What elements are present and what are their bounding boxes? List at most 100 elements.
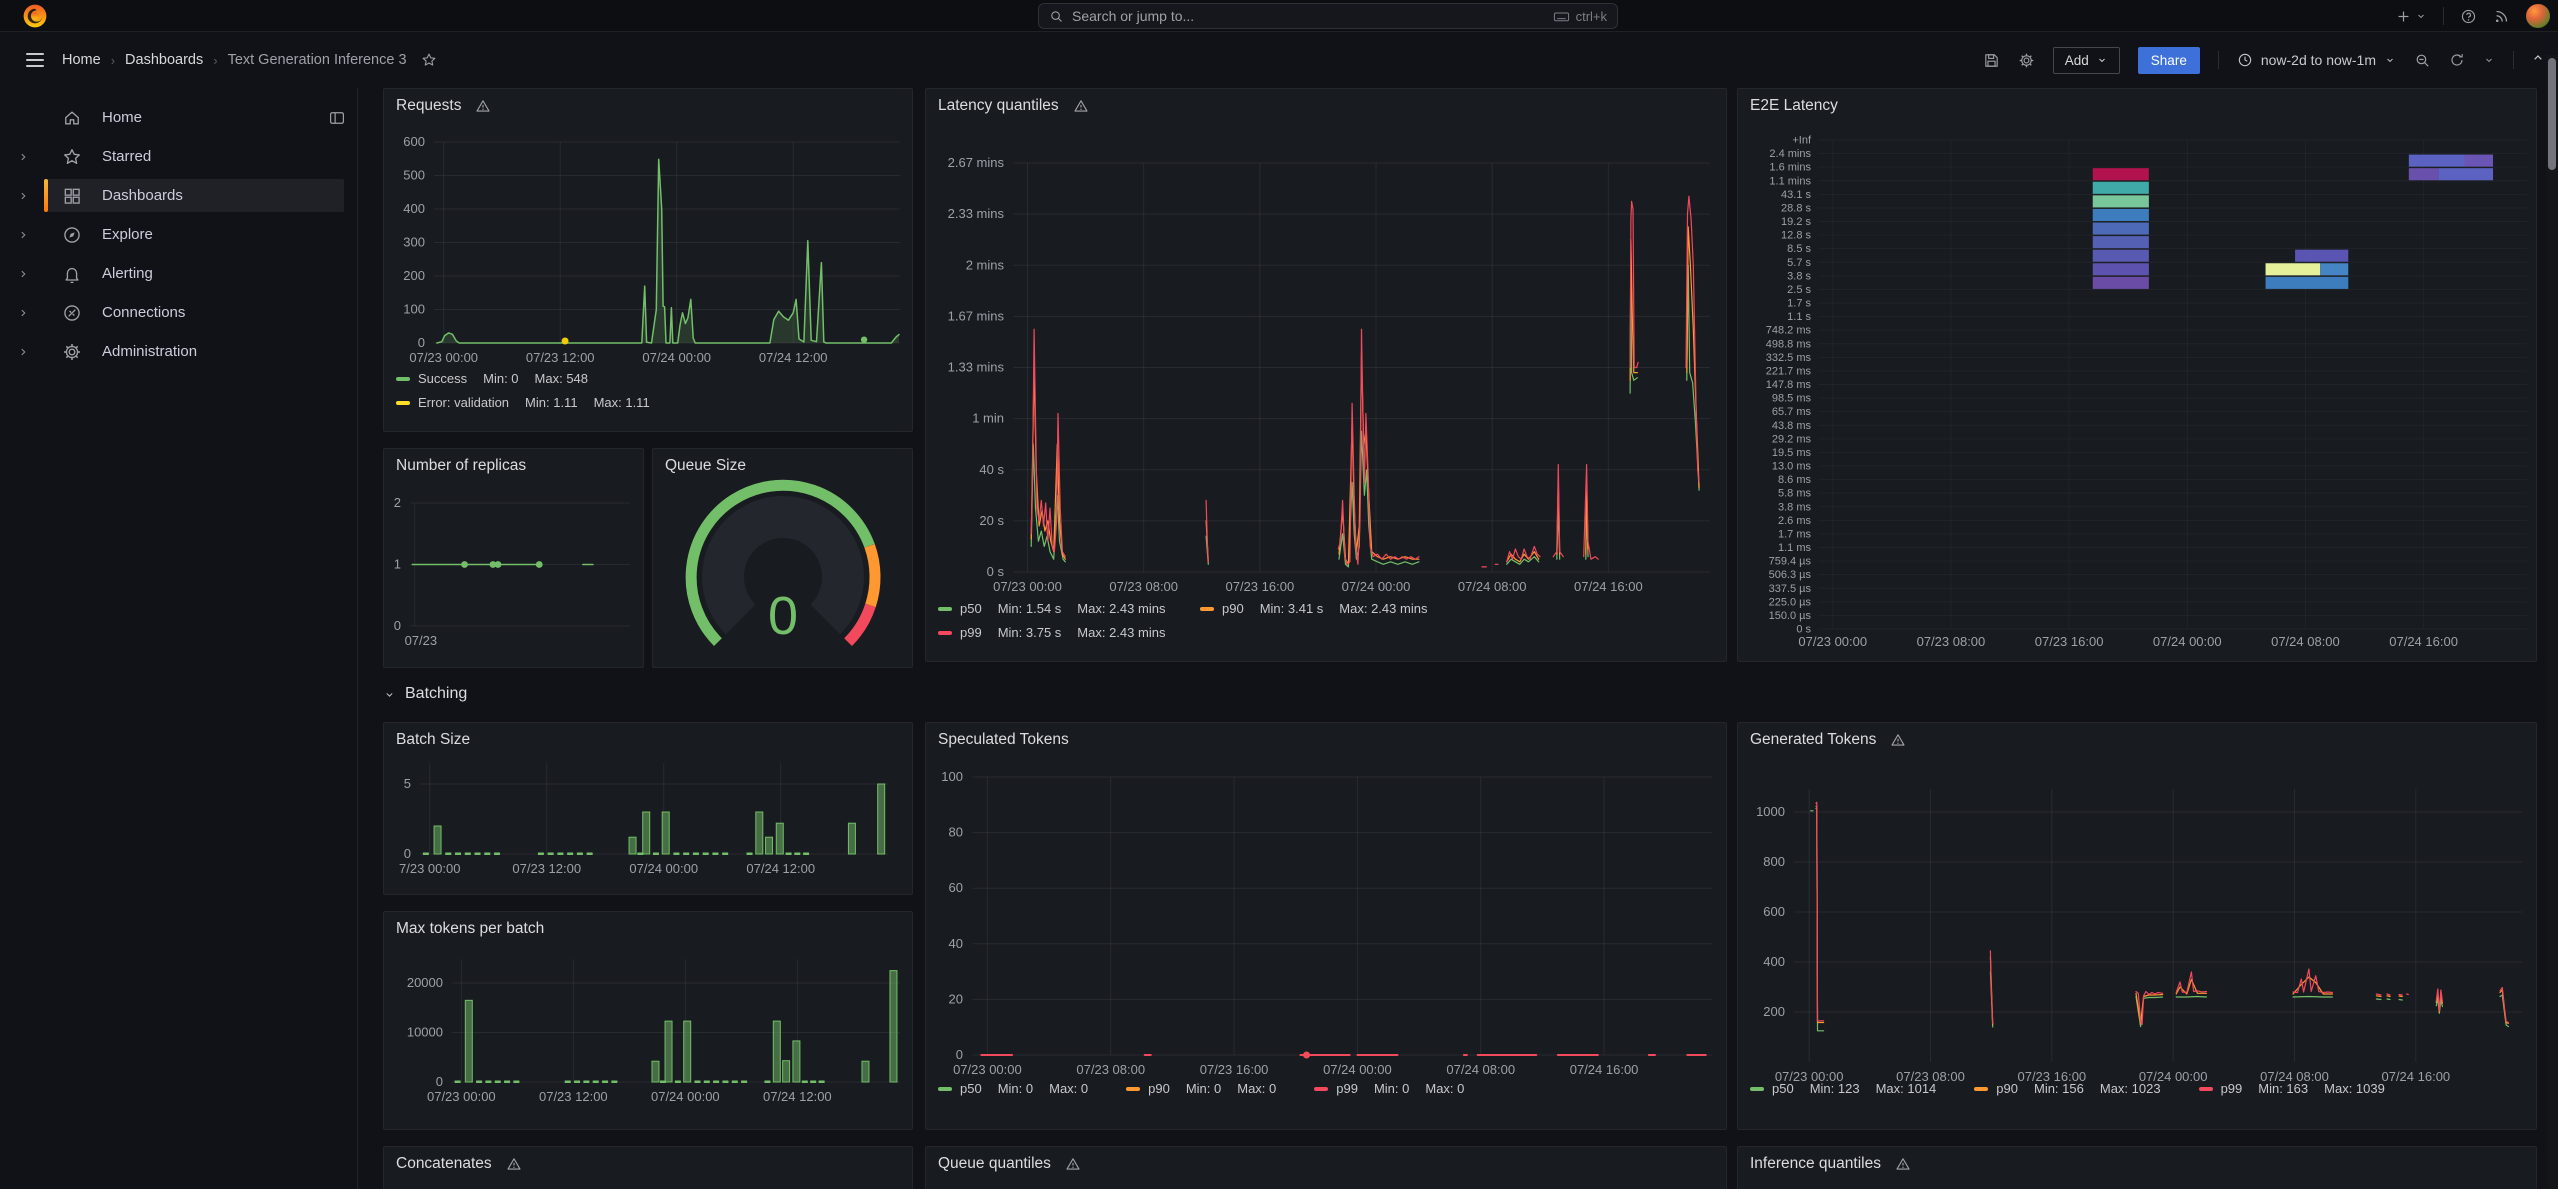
svg-text:200: 200	[403, 268, 425, 283]
panel-header[interactable]: Queue quantiles	[938, 1155, 1081, 1173]
legend-item[interactable]: p50 Min: 1.54 s Max: 2.43 mins	[938, 601, 1200, 616]
number-of-replicas-chart[interactable]: 0 1 2 07/23	[384, 449, 643, 667]
svg-text:1.7 s: 1.7 s	[1787, 298, 1811, 310]
legend-item[interactable]: p99 Min: 163 Max: 1039	[2198, 1081, 2385, 1096]
legend-max: Max: 548	[534, 371, 589, 386]
legend-item[interactable]: p90 Min: 156 Max: 1023	[1974, 1081, 2161, 1096]
chevron-right-icon	[16, 150, 30, 164]
breadcrumb-separator: ›	[213, 52, 218, 68]
dashboard-settings-button[interactable]	[2018, 52, 2035, 69]
add-button[interactable]: Add	[2052, 46, 2120, 74]
legend-item[interactable]: Success Min: 0 Max: 548	[396, 371, 650, 386]
row-batching-toggle[interactable]: Batching	[383, 680, 467, 708]
svg-text:13.0 ms: 13.0 ms	[1772, 461, 1812, 473]
speculated-tokens-chart[interactable]: 0 20 40 60 80 100 07/23 00:00 07/23 08:00 07/23 …	[926, 723, 1726, 1129]
legend-item[interactable]: p90 Min: 3.41 s Max: 2.43 mins	[1200, 601, 1427, 616]
menu-toggle-button[interactable]	[22, 49, 48, 71]
sidebar-item-alerting[interactable]: Alerting	[0, 254, 357, 293]
panel-header[interactable]: Batch Size	[396, 731, 471, 748]
new-button[interactable]	[2395, 8, 2427, 25]
svg-text:500: 500	[403, 168, 425, 183]
sidebar-item-home[interactable]: Home	[0, 98, 357, 137]
svg-text:5: 5	[404, 776, 411, 791]
search-icon	[1051, 10, 1063, 22]
panel-warning-icon[interactable]	[506, 1156, 522, 1172]
panel-header[interactable]: Queue Size	[665, 457, 746, 474]
svg-text:65.7 ms: 65.7 ms	[1772, 406, 1812, 418]
legend-item[interactable]: Error: validation Min: 1.11 Max: 1.11	[396, 395, 650, 410]
svg-text:07/24 16:00: 07/24 16:00	[2389, 634, 2458, 649]
time-range-picker[interactable]: now-2d to now-1m	[2237, 52, 2396, 68]
svg-text:225.0 µs: 225.0 µs	[1769, 596, 1812, 608]
chevron-down-icon	[383, 688, 396, 701]
panel-concatenates: Concatenates	[383, 1146, 913, 1189]
legend-label: p99	[1336, 1081, 1358, 1096]
grafana-logo[interactable]	[22, 3, 48, 29]
legend-item[interactable]: p99 Min: 3.75 s Max: 2.43 mins	[938, 625, 1200, 640]
scrollbar-track[interactable]	[2546, 55, 2558, 1189]
favorite-star-button[interactable]	[421, 52, 437, 68]
svg-text:2.4 mins: 2.4 mins	[1769, 148, 1811, 160]
legend-label: Error: validation	[418, 395, 510, 410]
batch-size-chart[interactable]: 0 5 7/23 00:00 07/23 12:00 07/24 00:00 07/24 …	[384, 723, 912, 894]
queue-size-gauge[interactable]: 0	[653, 449, 912, 667]
legend-item[interactable]: p50 Min: 0 Max: 0	[938, 1081, 1088, 1096]
panel-header[interactable]: Max tokens per batch	[396, 920, 545, 937]
svg-text:8.5 s: 8.5 s	[1787, 243, 1811, 255]
panel-header[interactable]: Latency quantiles	[938, 97, 1089, 115]
svg-text:07/24 08:00: 07/24 08:00	[1446, 1062, 1515, 1077]
user-avatar[interactable]	[2526, 4, 2550, 28]
panel-header[interactable]: Speculated Tokens	[938, 731, 1069, 748]
sidebar-item-dashboards[interactable]: Dashboards	[0, 176, 357, 215]
scrollbar-thumb[interactable]	[2548, 58, 2556, 170]
generated-tokens-chart[interactable]: 200 400 600 800 1000 07/23 00:00 07/23 08:00 07…	[1738, 723, 2536, 1129]
search-input[interactable]: Search or jump to... ctrl+k	[1038, 3, 1618, 29]
panel-header[interactable]: Inference quantiles	[1750, 1155, 1911, 1173]
svg-text:1.67 mins: 1.67 mins	[948, 308, 1005, 323]
panel-warning-icon[interactable]	[1895, 1156, 1911, 1172]
legend-item[interactable]: p99 Min: 0 Max: 0	[1314, 1081, 1464, 1096]
panel-header[interactable]: Concatenates	[396, 1155, 522, 1173]
max-tokens-per-batch-chart[interactable]: 0 10000 20000 07/23 00:00 07/23 12:00 07/24 0…	[384, 912, 912, 1129]
bell-icon	[62, 264, 84, 284]
legend-swatch	[396, 400, 410, 405]
share-button[interactable]: Share	[2137, 46, 2200, 74]
panel-warning-icon[interactable]	[1065, 1156, 1081, 1172]
svg-text:29.2 ms: 29.2 ms	[1772, 433, 1812, 445]
refresh-button[interactable]	[2449, 52, 2465, 68]
svg-text:07/24 12:00: 07/24 12:00	[759, 350, 828, 365]
svg-text:5.8 ms: 5.8 ms	[1778, 488, 1812, 500]
legend-item[interactable]: p50 Min: 123 Max: 1014	[1750, 1081, 1936, 1096]
panel-header[interactable]: Number of replicas	[396, 457, 527, 474]
panel-warning-icon[interactable]	[1890, 732, 1906, 748]
sidebar-item-explore[interactable]: Explore	[0, 215, 357, 254]
legend-label: Success	[418, 371, 468, 386]
legend-item[interactable]: p90 Min: 0 Max: 0	[1126, 1081, 1276, 1096]
svg-text:8.6 ms: 8.6 ms	[1778, 474, 1812, 486]
sidebar-item-administration[interactable]: Administration	[0, 332, 357, 371]
svg-text:0: 0	[956, 1047, 963, 1062]
dock-menu-icon[interactable]	[328, 109, 346, 127]
legend-min: Min: 3.75 s	[997, 625, 1062, 640]
panel-header[interactable]: Requests	[396, 97, 491, 115]
sidebar-item-connections[interactable]: Connections	[0, 293, 357, 332]
breadcrumb-home[interactable]: Home	[62, 52, 101, 68]
panel-header[interactable]: E2E Latency	[1750, 97, 1838, 114]
refresh-interval-dropdown[interactable]	[2483, 54, 2495, 66]
zoom-out-time-button[interactable]	[2414, 52, 2431, 69]
panel-warning-icon[interactable]	[475, 98, 491, 114]
save-dashboard-button[interactable]	[1983, 52, 2000, 69]
requests-chart[interactable]: 0 100 200 300 400 500 600 07/23 00:00 07/23 12:0…	[384, 89, 912, 431]
legend-label: p99	[2220, 1081, 2243, 1096]
breadcrumb-dashboards[interactable]: Dashboards	[125, 52, 204, 68]
sidebar-item-starred[interactable]: Starred	[0, 137, 357, 176]
latency-quantiles-chart[interactable]: 0 s 20 s 40 s 1 min 1.33 mins 1.67 mins 2 mins…	[926, 89, 1726, 661]
panel-header[interactable]: Generated Tokens	[1750, 731, 1906, 749]
collapse-toolbar-button[interactable]	[2530, 50, 2546, 71]
help-button[interactable]	[2460, 8, 2477, 25]
svg-text:07/24 16:00: 07/24 16:00	[1570, 1062, 1639, 1077]
divider	[2217, 51, 2219, 69]
panel-warning-icon[interactable]	[1073, 98, 1089, 114]
news-button[interactable]	[2493, 8, 2510, 25]
